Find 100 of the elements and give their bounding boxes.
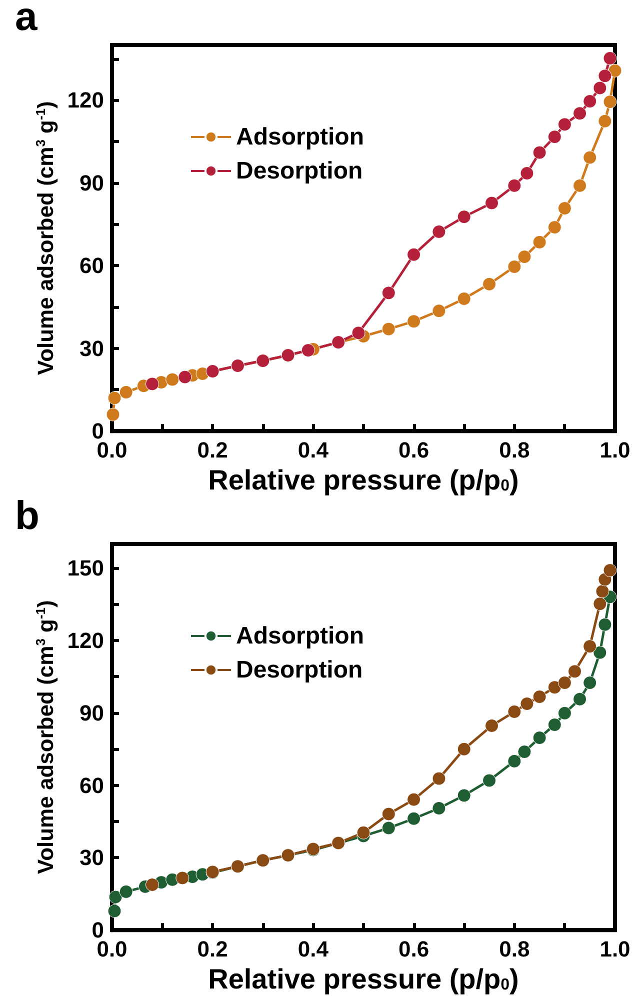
x-tick-label: 0.0	[96, 438, 128, 463]
point	[568, 664, 582, 678]
point	[548, 680, 562, 694]
x-tick-label: 1.0	[600, 438, 630, 463]
point	[603, 564, 617, 578]
point	[457, 210, 471, 224]
point	[108, 890, 122, 904]
y-tick-label: 30	[80, 845, 104, 870]
point	[352, 326, 366, 340]
point	[166, 372, 180, 386]
point	[532, 731, 546, 745]
y-axis-title: Volume adsorbed (cm3 g-1)	[32, 101, 58, 375]
point	[603, 95, 617, 109]
point	[518, 745, 532, 759]
point	[407, 792, 421, 806]
point	[583, 150, 597, 164]
point	[593, 597, 607, 611]
x-tick-label: 0.4	[298, 936, 330, 962]
y-tick-label: 60	[80, 253, 104, 278]
point	[583, 640, 597, 654]
point	[558, 202, 572, 216]
point	[558, 676, 572, 690]
point	[532, 690, 546, 704]
point	[508, 178, 522, 192]
x-tick-label: 0.6	[398, 438, 430, 463]
x-tick-label: 1.0	[600, 936, 630, 962]
point	[520, 697, 534, 710]
point	[108, 391, 122, 405]
point	[518, 250, 532, 264]
x-axis-title: Relative pressure (p/p0)	[208, 964, 519, 994]
point	[573, 106, 587, 120]
point	[598, 618, 612, 632]
point	[119, 884, 133, 898]
x-axis-title: Relative pressure (p/p0)	[208, 464, 519, 496]
point	[432, 801, 446, 815]
x-tick-label: 0.4	[298, 438, 330, 463]
point	[457, 292, 471, 306]
point	[432, 304, 446, 318]
point	[176, 871, 190, 885]
x-tick-label: 0.2	[197, 438, 228, 463]
point	[482, 277, 496, 291]
x-tick-label: 0.0	[96, 936, 128, 962]
point	[146, 377, 159, 391]
point	[106, 408, 120, 422]
point	[593, 81, 607, 95]
point	[457, 788, 471, 802]
point	[548, 130, 562, 144]
point	[583, 676, 597, 690]
legend-label: Desorption	[236, 656, 363, 684]
point	[178, 370, 192, 384]
point	[432, 772, 446, 786]
point	[508, 754, 522, 768]
point	[583, 94, 597, 108]
point	[548, 718, 562, 732]
point	[593, 646, 607, 660]
point	[356, 826, 370, 840]
point	[146, 878, 159, 892]
y-tick-label: 150	[67, 556, 104, 581]
point	[407, 812, 421, 826]
point	[508, 260, 522, 274]
point	[573, 692, 587, 706]
y-tick-label: 120	[67, 628, 104, 654]
y-tick-label: 90	[80, 170, 104, 196]
x-tick-label: 0.8	[499, 936, 530, 962]
point	[532, 235, 546, 249]
point	[382, 286, 396, 300]
legend-label: Adsorption	[236, 622, 364, 650]
y-tick-label: 60	[80, 772, 104, 798]
point	[482, 774, 496, 788]
point	[532, 146, 546, 160]
point	[520, 166, 534, 180]
point	[108, 904, 122, 918]
point	[485, 196, 499, 210]
point	[407, 314, 421, 328]
point	[457, 742, 471, 756]
point	[485, 718, 499, 732]
point	[432, 224, 446, 238]
point	[548, 220, 562, 234]
chart-title: a	[15, 0, 38, 39]
point	[608, 64, 622, 78]
x-tick-label: 0.6	[398, 936, 430, 962]
point	[573, 178, 587, 192]
point	[407, 248, 421, 262]
point	[558, 706, 572, 720]
chart-title: b	[15, 494, 40, 538]
point	[598, 114, 612, 128]
y-tick-label: 90	[80, 700, 104, 726]
point	[596, 584, 610, 598]
x-tick-label: 0.2	[197, 936, 228, 962]
y-tick-label: 120	[67, 88, 104, 113]
point	[301, 344, 315, 358]
point	[119, 385, 133, 399]
legend-label: Desorption	[236, 158, 363, 184]
point	[598, 69, 612, 83]
point	[508, 704, 522, 718]
point	[603, 51, 617, 65]
point	[382, 807, 396, 821]
point	[558, 118, 572, 132]
point	[382, 821, 396, 835]
legend-label: Adsorption	[236, 124, 364, 150]
